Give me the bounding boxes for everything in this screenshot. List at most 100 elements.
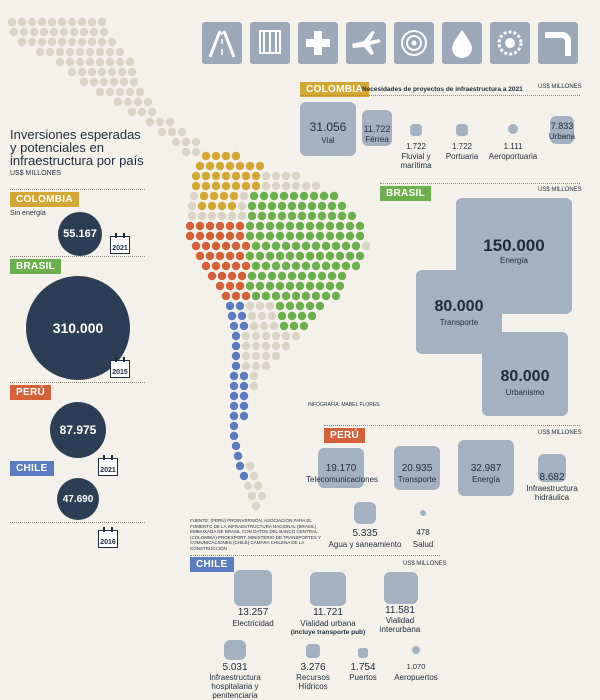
colombia-vial-label: Vial — [321, 136, 335, 145]
map-dot — [241, 331, 251, 341]
map-dot — [307, 271, 317, 281]
map-dot — [215, 251, 225, 261]
map-dot — [221, 261, 231, 271]
map-dot — [285, 281, 295, 291]
map-dot — [191, 147, 201, 157]
map-dot — [217, 271, 227, 281]
map-dot — [241, 341, 251, 351]
map-dot — [279, 191, 289, 201]
map-dot — [251, 331, 261, 341]
map-dot — [229, 421, 239, 431]
map-dot — [37, 17, 47, 27]
map-dot — [105, 87, 115, 97]
map-dot — [211, 181, 221, 191]
map-dot — [265, 231, 275, 241]
map-dot — [65, 47, 75, 57]
map-dot — [315, 301, 325, 311]
map-dot — [227, 211, 237, 221]
map-dot — [191, 181, 201, 191]
map-dot — [287, 201, 297, 211]
pipe-icon — [538, 22, 578, 64]
map-dot — [231, 351, 241, 361]
map-dot — [137, 107, 147, 117]
map-dot — [267, 201, 277, 211]
map-dot — [285, 221, 295, 231]
map-dot — [305, 301, 315, 311]
map-dot — [97, 17, 107, 27]
map-dot — [257, 271, 267, 281]
map-dot — [109, 77, 119, 87]
map-dot — [295, 231, 305, 241]
peru-panel-tag: PERÚ — [324, 428, 365, 443]
map-dot — [301, 241, 311, 251]
map-dot — [281, 291, 291, 301]
peru-hidraulica-label: Infraestructura hidráulica — [526, 484, 578, 502]
map-dot — [301, 291, 311, 301]
map-dot — [281, 171, 291, 181]
map-dot — [237, 271, 247, 281]
brasil-energia-value: 150.000 — [483, 236, 545, 255]
map-dot — [251, 291, 261, 301]
map-dot — [267, 271, 277, 281]
chile-vial-urbana-label: Vialidad urbana — [300, 619, 356, 628]
map-dot — [219, 191, 229, 201]
map-dot — [329, 191, 339, 201]
map-dot — [257, 201, 267, 211]
map-dot — [221, 291, 231, 301]
map-dot — [89, 27, 99, 37]
map-dot — [229, 391, 239, 401]
map-dot — [119, 77, 129, 87]
map-dot — [327, 211, 337, 221]
port-icon — [490, 22, 530, 64]
map-dot — [275, 231, 285, 241]
map-dot — [355, 221, 365, 231]
peru-energia-label: Energía — [471, 475, 501, 484]
map-dot — [123, 97, 133, 107]
chile-aero-value: 1.070 — [406, 662, 426, 671]
map-dot — [241, 351, 251, 361]
map-dot — [335, 281, 345, 291]
map-dot — [253, 481, 263, 491]
map-dot — [79, 77, 89, 87]
map-dot — [351, 261, 361, 271]
map-dot — [281, 331, 291, 341]
map-dot — [299, 191, 309, 201]
chile-hidricos-label: Recursos Hídricos — [296, 673, 330, 691]
map-dot — [281, 241, 291, 251]
map-dot — [341, 241, 351, 251]
map-dot — [241, 361, 251, 371]
chile-vial-urbana-value: 11.721 — [313, 607, 343, 618]
map-dot — [319, 191, 329, 201]
map-dot — [231, 361, 241, 371]
map-dot — [289, 321, 299, 331]
colombia-ferrea-value: 11.722 — [363, 124, 391, 134]
map-dot — [237, 311, 247, 321]
map-dot — [297, 271, 307, 281]
map-dot — [267, 311, 277, 321]
map-dot — [99, 27, 109, 37]
map-dot — [231, 331, 241, 341]
chile-electricidad-label: Electricidad — [232, 619, 274, 628]
map-dot — [187, 211, 197, 221]
map-dot — [337, 211, 347, 221]
map-dot — [307, 211, 317, 221]
map-dot — [205, 161, 215, 171]
map-dot — [199, 191, 209, 201]
map-dot — [271, 261, 281, 271]
map-dot — [187, 201, 197, 211]
map-dot — [231, 261, 241, 271]
colombia-urbana-value: 7.833 — [550, 121, 574, 131]
map-dot — [105, 47, 115, 57]
map-dot — [305, 251, 315, 261]
map-dot — [275, 301, 285, 311]
map-dot — [207, 271, 217, 281]
chile-total-circle: 47.690 — [57, 478, 99, 520]
map-dot — [207, 201, 217, 211]
map-dot — [249, 191, 259, 201]
map-dot — [315, 231, 325, 241]
map-dot — [261, 181, 271, 191]
map-dot — [297, 311, 307, 321]
map-dot — [271, 291, 281, 301]
map-dot — [127, 67, 137, 77]
map-dot — [67, 17, 77, 27]
